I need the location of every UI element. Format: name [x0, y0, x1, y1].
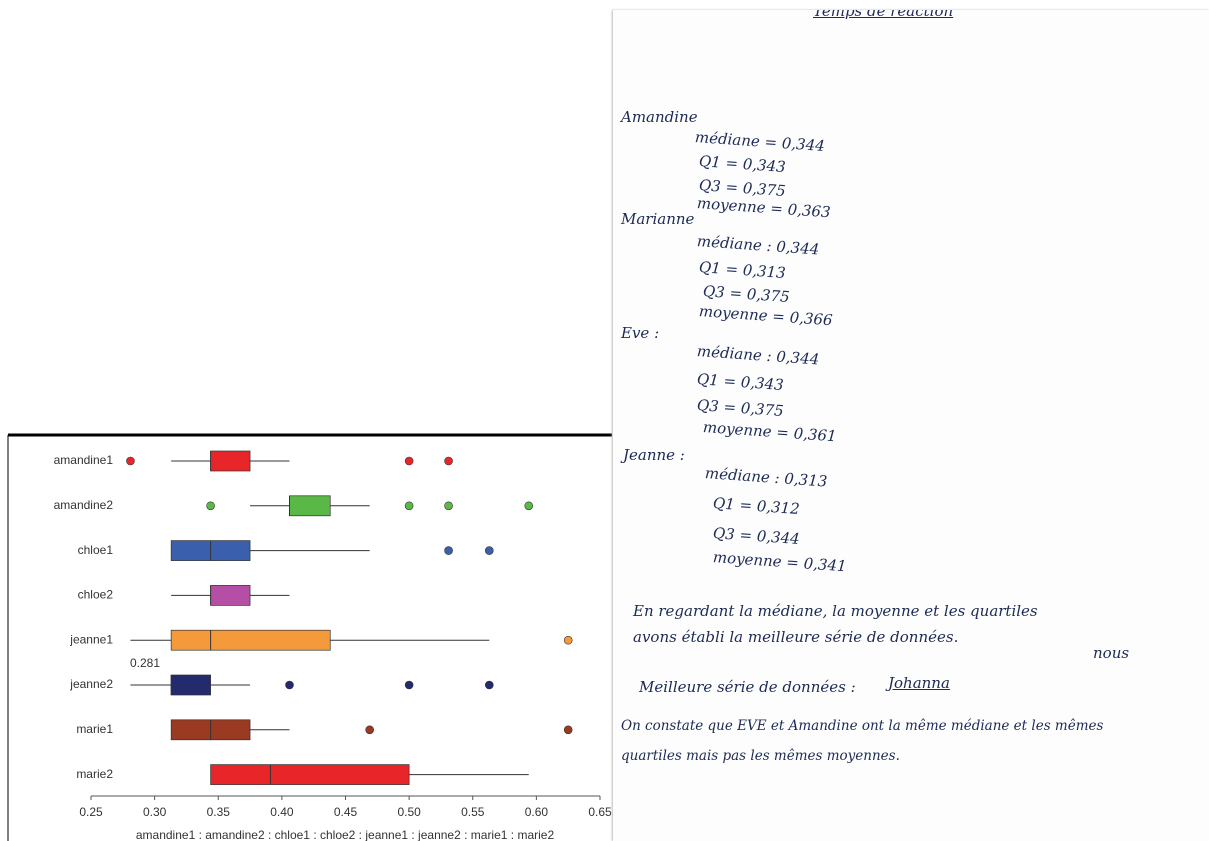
outlier	[404, 680, 414, 690]
x-tick-label: 0.25	[79, 805, 103, 819]
box	[170, 629, 331, 651]
category-label: chloe2	[78, 588, 114, 602]
entry-line: Q3 = 0,344	[712, 524, 801, 549]
entry-line: Q3 = 0,375	[696, 396, 785, 421]
category-label: amandine2	[54, 498, 114, 512]
category-label: jeanne2	[69, 677, 113, 691]
entry-line: médiane = 0,344	[694, 128, 826, 156]
box	[210, 585, 251, 606]
entry-line: moyenne = 0,341	[712, 548, 848, 576]
paragraph-line: nous	[1093, 644, 1130, 662]
outlier	[444, 456, 453, 466]
best-value: Johanna	[888, 674, 950, 692]
outlier	[126, 456, 135, 466]
notes-title: Temps de reaction	[813, 10, 954, 20]
outlier	[444, 546, 453, 555]
entry-line: moyenne = 0,363	[696, 194, 832, 222]
box	[289, 495, 331, 517]
outlier	[404, 456, 414, 466]
conclusion-line: On constate que EVE et Amandine ont la m…	[621, 718, 1104, 734]
category-label: jeanne1	[69, 632, 113, 646]
outlier	[206, 501, 215, 511]
entry-name: Marianne	[621, 210, 695, 228]
entry-line: Q1 = 0,313	[698, 258, 787, 283]
paragraph-line: En regardant la médiane, la moyenne et l…	[633, 602, 1038, 620]
x-tick-label: 0.40	[270, 805, 294, 819]
entry-line: Q1 = 0,343	[696, 370, 785, 395]
x-tick-label: 0.55	[461, 805, 485, 819]
outlier	[563, 725, 573, 735]
paragraph-line: avons établi la meilleure série de donné…	[633, 628, 959, 646]
annotation: 0.281	[130, 656, 160, 670]
entry-line: médiane : 0,344	[696, 232, 820, 259]
outlier	[444, 501, 453, 511]
outlier	[563, 635, 573, 645]
outlier	[285, 680, 294, 690]
entry-line: médiane : 0,344	[696, 342, 820, 369]
entry-line: Q1 = 0,312	[712, 494, 801, 519]
boxplot-chart: amandine1 : amandine2 : chloe1 : chloe2 …	[7, 433, 612, 841]
outlier	[365, 725, 374, 735]
box	[210, 764, 410, 785]
x-tick-label: 0.65	[588, 805, 612, 819]
category-label: amandine1	[54, 453, 114, 467]
category-label: marie2	[76, 767, 113, 781]
x-tick-label: 0.30	[143, 805, 167, 819]
entry-line: Q1 = 0,343	[698, 152, 787, 177]
outlier	[404, 501, 414, 511]
category-label: chloe1	[78, 543, 114, 557]
entry-line: moyenne = 0,366	[698, 302, 834, 330]
entry-line: médiane : 0,313	[704, 464, 828, 491]
entry-name: Amandine	[621, 108, 698, 126]
x-tick-label: 0.60	[525, 805, 549, 819]
box	[210, 450, 251, 472]
entry-name: Eve :	[621, 324, 660, 342]
x-axis-label: amandine1 : amandine2 : chloe1 : chloe2 …	[136, 828, 555, 841]
handwritten-page: Temps de reaction Amandine médiane = 0,3…	[613, 10, 1209, 841]
x-tick-label: 0.50	[397, 805, 421, 819]
outlier	[484, 680, 494, 690]
category-label: marie1	[76, 722, 113, 736]
entry-name: Jeanne :	[623, 446, 685, 464]
outlier	[484, 546, 494, 555]
conclusion-line: quartiles mais pas les mêmes moyennes.	[621, 748, 900, 764]
outlier	[524, 501, 534, 511]
x-tick-label: 0.35	[207, 805, 231, 819]
box	[170, 674, 211, 696]
entry-line: moyenne = 0,361	[702, 418, 838, 446]
best-label: Meilleure série de données :	[639, 678, 856, 696]
x-tick-label: 0.45	[334, 805, 358, 819]
